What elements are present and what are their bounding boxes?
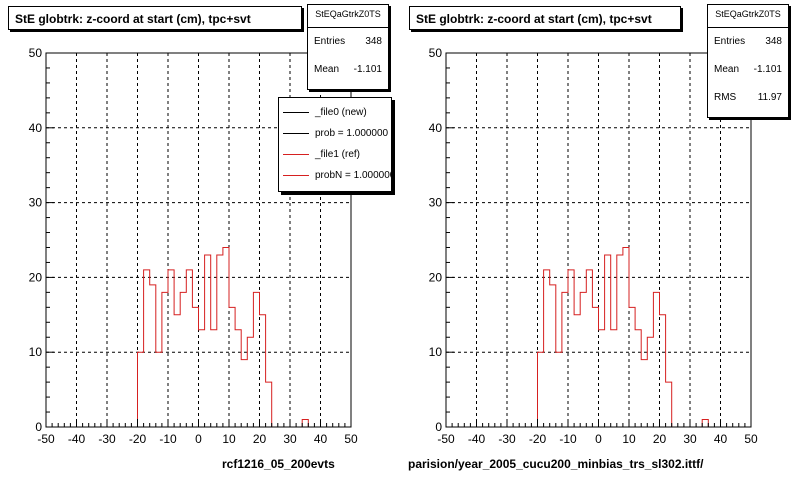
legend-entry-file1: _file1 (ref) [279, 144, 391, 165]
right-x-tick-label: -10 [559, 432, 577, 446]
right-histogram-plot: -50 -40 -30 -20 -10 0 10 20 30 40 50 0 10 20 30 40 50 [429, 46, 758, 446]
right-x-tick-label: -50 [437, 432, 455, 446]
right-y-tick-label: 30 [429, 196, 443, 210]
right-y-tick-label: 10 [429, 345, 443, 359]
legend-label-probn: probN = 1.000000 [315, 170, 392, 181]
left-x-tick-label: 10 [222, 432, 236, 446]
legend-swatch-prob [283, 133, 309, 134]
legend-swatch-probn [283, 175, 309, 176]
right-y-tick-label: 20 [429, 270, 443, 284]
right-y-tick-label: 40 [429, 121, 443, 135]
left-plot-title: StE globtrk: z-coord at start (cm), tpc+… [8, 6, 302, 30]
left-x-tick-label: -50 [37, 432, 55, 446]
right-y-tick-label: 50 [429, 46, 443, 60]
legend-swatch-file1 [283, 154, 309, 155]
left-stats-entries-value: 348 [365, 36, 382, 47]
left-x-tick-label: -30 [98, 432, 116, 446]
legend-entry-probn: probN = 1.000000 [279, 165, 391, 186]
legend-label-file1: _file1 (ref) [315, 149, 361, 160]
legend-entry-prob: prob = 1.000000 [279, 123, 391, 144]
right-y-tick-label: 0 [435, 420, 442, 434]
left-x-tick-label: 20 [253, 432, 267, 446]
left-y-tick-label: 20 [29, 270, 43, 284]
left-y-tick-label: 0 [35, 420, 42, 434]
right-stats-name: StEQaGtrkZ0TS [708, 5, 788, 28]
right-file-caption: parision/year_2005_cucu200_minbias_trs_s… [408, 457, 704, 471]
left-x-tick-label: 30 [283, 432, 297, 446]
left-legend: _file0 (new) prob = 1.000000 _file1 (ref… [278, 97, 392, 192]
legend-label-file0: _file0 (new) [315, 107, 367, 118]
right-x-tick-label: 30 [683, 432, 697, 446]
right-stats-rms-value: 11.97 [757, 92, 782, 103]
left-x-tick-label: 40 [314, 432, 328, 446]
left-x-tick-label: -10 [159, 432, 177, 446]
left-plot-title-text: StE globtrk: z-coord at start (cm), tpc+… [15, 12, 251, 26]
right-plot-title-text: StE globtrk: z-coord at start (cm), tpc+… [416, 12, 652, 26]
right-x-tick-label: 0 [595, 432, 602, 446]
left-x-tick-label: -20 [129, 432, 147, 446]
right-x-tick-label: 50 [744, 432, 758, 446]
right-stats-box: StEQaGtrkZ0TS Entries 348 Mean -1.101 RMS 1… [707, 4, 789, 118]
left-x-tick-label: 0 [195, 432, 202, 446]
right-stats-mean-label: Mean [714, 64, 740, 75]
left-y-tick-label: 30 [29, 196, 43, 210]
right-stats-entries-value: 348 [765, 36, 782, 47]
left-x-tick-label: -40 [68, 432, 86, 446]
right-x-tick-label: -20 [529, 432, 547, 446]
legend-label-prob: prob = 1.000000 [315, 128, 389, 139]
left-stats-mean-value: -1.101 [353, 64, 382, 75]
right-stats-mean-value: -1.101 [753, 64, 782, 75]
left-stats-box: StEQaGtrkZ0TS Entries 348 Mean -1.101 [307, 4, 389, 90]
left-stats-entries-label: Entries [314, 36, 346, 47]
right-plot-title: StE globtrk: z-coord at start (cm), tpc+… [409, 6, 681, 30]
left-x-tick-label: 50 [344, 432, 358, 446]
right-x-tick-label: 20 [653, 432, 667, 446]
right-stats-entries-label: Entries [714, 36, 746, 47]
right-stats-rms-label: RMS [714, 92, 737, 103]
left-file-caption: rcf1216_05_200evts [222, 457, 335, 471]
legend-swatch-file0 [283, 112, 309, 113]
right-x-tick-label: -30 [498, 432, 516, 446]
right-x-tick-label: 40 [714, 432, 728, 446]
left-y-tick-label: 40 [29, 121, 43, 135]
left-stats-mean-label: Mean [314, 64, 340, 75]
right-x-tick-label: 10 [622, 432, 636, 446]
legend-entry-file0: _file0 (new) [279, 102, 391, 123]
left-stats-name: StEQaGtrkZ0TS [308, 5, 388, 28]
left-y-tick-label: 50 [29, 46, 43, 60]
right-x-tick-label: -40 [468, 432, 486, 446]
left-y-tick-label: 10 [29, 345, 43, 359]
